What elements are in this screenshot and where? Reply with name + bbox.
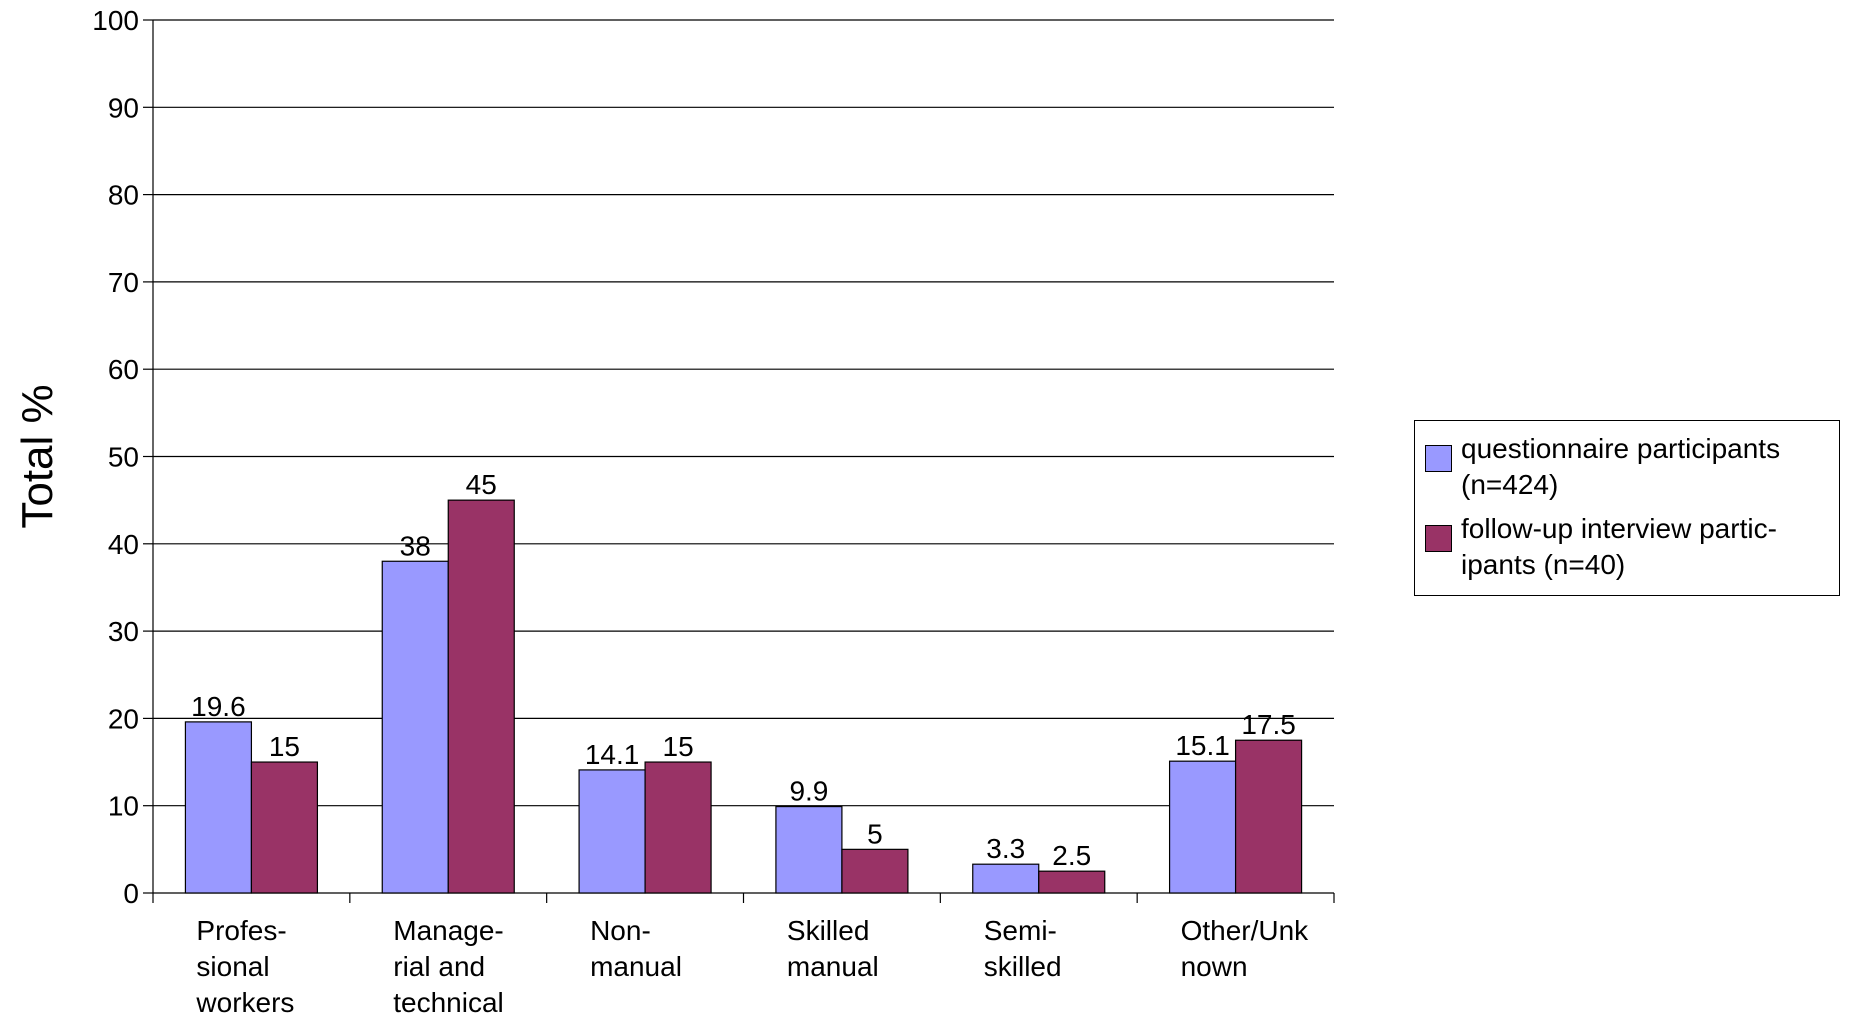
y-tick-label: 90 — [108, 92, 139, 123]
y-tick-label: 50 — [108, 442, 139, 473]
legend-label-follow-up: follow-up interview partic- ipants (n=40… — [1461, 513, 1777, 580]
y-tick-label: 30 — [108, 616, 139, 647]
bar-questionnaire — [1168, 760, 1237, 894]
bar-questionnaire — [775, 805, 843, 894]
data-label-questionnaire: 15.1 — [1175, 730, 1230, 761]
data-label-follow-up: 15 — [269, 731, 300, 762]
data-label-follow-up: 15 — [663, 731, 694, 762]
legend-swatch-questionnaire — [1425, 445, 1452, 472]
x-tick-label: Non-manual — [590, 915, 682, 982]
bars — [184, 499, 1303, 894]
bar-follow-up — [250, 761, 319, 894]
x-tick-label: Profes-sional workers — [195, 915, 294, 1015]
x-tick-label: Semi-skilled — [984, 915, 1062, 982]
data-label-questionnaire: 9.9 — [789, 776, 828, 807]
data-label-follow-up: 2.5 — [1052, 840, 1091, 871]
data-label-follow-up: 17.5 — [1241, 709, 1296, 740]
y-axis-title: Total % — [13, 384, 62, 528]
y-tick-label: 20 — [108, 703, 139, 734]
x-axis: Profes-sional workers Manage-rial and techn… — [152, 892, 1335, 1015]
legend-item-follow-up: follow-up interview partic- ipants (n=40… — [1425, 511, 1831, 583]
data-label-follow-up: 5 — [867, 818, 883, 849]
data-label-questionnaire: 38 — [400, 530, 431, 561]
data-label-questionnaire: 19.6 — [191, 691, 246, 722]
x-tick-label: Other/Unk nown — [1181, 915, 1310, 982]
y-tick-label: 10 — [108, 791, 139, 822]
bar-follow-up — [447, 499, 515, 894]
legend-swatch-follow-up — [1425, 525, 1452, 552]
legend-label-questionnaire: questionnaire participants (n=424) — [1461, 433, 1781, 500]
y-axis: 0 10 20 30 40 50 60 70 80 90 100 — [92, 5, 154, 909]
y-tick-label: 100 — [92, 5, 139, 36]
y-tick-label: 70 — [108, 267, 139, 298]
bar-questionnaire — [184, 721, 253, 894]
bar-follow-up — [1038, 870, 1106, 894]
bar-follow-up — [644, 761, 712, 894]
data-labels: 19.6 38 14.1 9.9 3.3 15.1 15 45 15 5 2.5 17.5 — [191, 469, 1296, 871]
bar-questionnaire — [972, 863, 1040, 894]
bar-questionnaire — [578, 769, 646, 894]
gridlines — [153, 19, 1334, 807]
bar-follow-up — [841, 848, 909, 894]
bar-questionnaire — [381, 560, 449, 894]
x-tick-label: Manage-rial and technical — [393, 915, 504, 1015]
bar-follow-up — [1234, 739, 1303, 894]
data-label-follow-up: 45 — [466, 469, 497, 500]
y-tick-label: 60 — [108, 354, 139, 385]
data-label-questionnaire: 14.1 — [585, 739, 640, 770]
legend: questionnaire participants (n=424) follo… — [1414, 420, 1840, 596]
x-tick-label: Skilled manual — [787, 915, 879, 982]
y-tick-label: 0 — [123, 878, 139, 909]
data-label-questionnaire: 3.3 — [986, 833, 1025, 864]
legend-item-questionnaire: questionnaire participants (n=424) — [1425, 431, 1831, 503]
y-tick-label: 40 — [108, 529, 139, 560]
y-tick-label: 80 — [108, 180, 139, 211]
